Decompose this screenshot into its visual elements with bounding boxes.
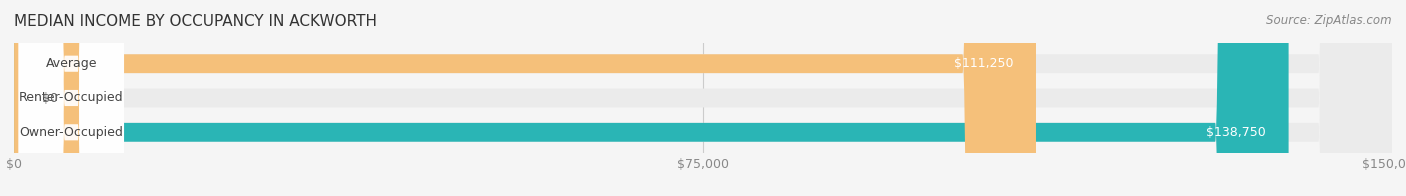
Text: MEDIAN INCOME BY OCCUPANCY IN ACKWORTH: MEDIAN INCOME BY OCCUPANCY IN ACKWORTH [14, 14, 377, 29]
Text: $138,750: $138,750 [1206, 126, 1265, 139]
Text: Average: Average [45, 57, 97, 70]
FancyBboxPatch shape [18, 0, 124, 196]
Text: Owner-Occupied: Owner-Occupied [20, 126, 124, 139]
FancyBboxPatch shape [14, 0, 1392, 196]
Text: $0: $0 [42, 92, 58, 104]
FancyBboxPatch shape [14, 0, 1392, 196]
Text: $111,250: $111,250 [953, 57, 1012, 70]
Text: Renter-Occupied: Renter-Occupied [20, 92, 124, 104]
Text: Source: ZipAtlas.com: Source: ZipAtlas.com [1267, 14, 1392, 27]
FancyBboxPatch shape [18, 0, 124, 196]
FancyBboxPatch shape [18, 0, 124, 196]
FancyBboxPatch shape [14, 0, 1392, 196]
FancyBboxPatch shape [14, 0, 1288, 196]
FancyBboxPatch shape [14, 0, 1036, 196]
